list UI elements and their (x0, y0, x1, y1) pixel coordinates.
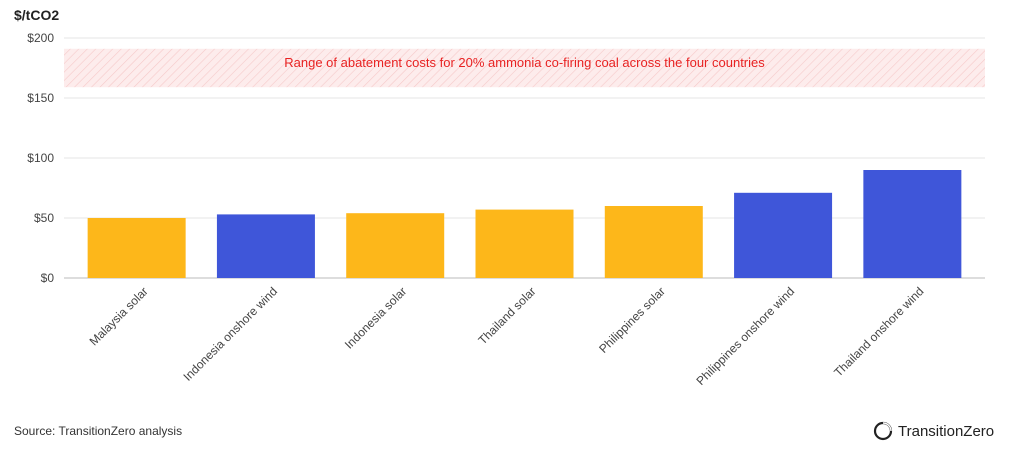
x-tick-label: Philippines solar (596, 284, 668, 356)
cost-range-band: Range of abatement costs for 20% ammonia… (64, 48, 985, 88)
x-tick-label: Indonesia onshore wind (181, 284, 281, 384)
range-band-area (64, 48, 985, 88)
y-axis-ticks: $0 $50 $100 $150 $200 (27, 31, 54, 285)
range-band-label: Range of abatement costs for 20% ammonia… (284, 55, 765, 70)
brand-logo: TransitionZero (872, 420, 994, 442)
y-tick-label: $50 (34, 211, 54, 225)
y-tick-label: $150 (27, 91, 54, 105)
bar (475, 209, 574, 278)
x-axis-ticks: Malaysia solar Indonesia onshore wind Indo… (87, 284, 927, 388)
bar (604, 206, 703, 278)
transitionzero-logo-icon (873, 421, 893, 441)
bar (346, 213, 445, 278)
bars (87, 170, 962, 278)
y-tick-label: $0 (41, 271, 55, 285)
y-tick-label: $200 (27, 31, 54, 45)
x-tick-label: Philippines onshore wind (693, 284, 797, 388)
x-tick-label: Indonesia solar (342, 284, 409, 351)
brand-name: TransitionZero (898, 422, 995, 440)
x-tick-label: Thailand solar (475, 284, 538, 347)
x-tick-label: Thailand onshore wind (831, 284, 926, 379)
bar (734, 192, 833, 278)
source-note: Source: TransitionZero analysis (14, 424, 183, 438)
x-tick-label: Malaysia solar (87, 284, 151, 348)
bar (216, 214, 315, 278)
y-tick-label: $100 (27, 151, 54, 165)
bar (87, 218, 186, 278)
y-axis-unit-label: $/tCO2 (14, 7, 59, 23)
bar (863, 170, 962, 278)
